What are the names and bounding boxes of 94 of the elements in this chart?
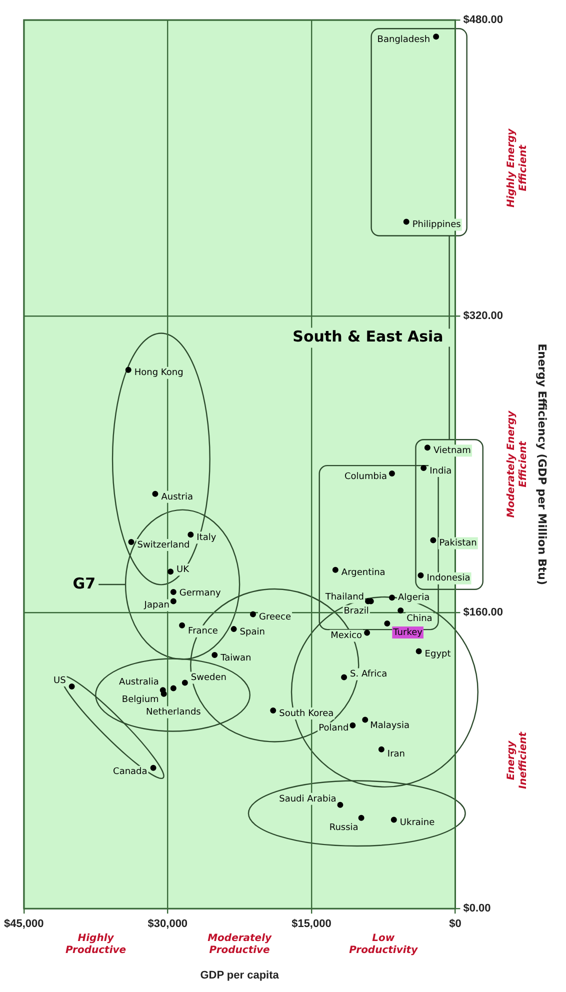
x-tick-label: $0 xyxy=(449,918,462,930)
text: Low Productivity xyxy=(349,933,418,956)
point xyxy=(433,34,440,40)
text: Highly Energy Efficient xyxy=(506,128,529,208)
annotation: Austria xyxy=(161,492,193,502)
annotation: Australia xyxy=(119,677,159,688)
annotation: Mexico xyxy=(330,631,363,642)
y-tick-label: $320.00 xyxy=(463,310,504,322)
point xyxy=(430,537,436,544)
x-axis-title: GDP per capita xyxy=(200,969,280,982)
point xyxy=(250,611,256,618)
annotation: Indonesia xyxy=(426,574,470,584)
point xyxy=(398,608,404,614)
point xyxy=(170,685,176,692)
annotation: Brazil xyxy=(344,606,369,617)
annotation: US xyxy=(53,676,66,686)
annotation: Malaysia xyxy=(370,721,410,732)
point xyxy=(420,465,427,472)
x-tick-label: $30,000 xyxy=(148,918,188,930)
point xyxy=(150,764,156,771)
point xyxy=(337,802,344,808)
point xyxy=(388,594,395,601)
text: Moderately Energy Efficient xyxy=(506,410,529,518)
annotation: Saudi Arabia xyxy=(279,794,336,804)
annotation: Spain xyxy=(240,627,265,638)
point xyxy=(362,716,368,723)
annotation: South Korea xyxy=(279,708,334,719)
annotation: China xyxy=(406,614,432,624)
point xyxy=(416,648,422,654)
annotation: Argentina xyxy=(341,568,386,578)
text: Moderately Productive xyxy=(208,933,272,956)
point xyxy=(152,490,158,497)
annotation: G7 xyxy=(72,574,96,592)
point xyxy=(403,218,410,225)
point xyxy=(358,814,364,821)
annotation: Russia xyxy=(329,823,358,834)
y-tick-label: $0.00 xyxy=(463,902,491,915)
point xyxy=(350,722,356,728)
annotation: Germany xyxy=(179,588,222,598)
annotation: South & East Asia xyxy=(292,328,444,346)
point xyxy=(378,746,384,752)
point xyxy=(125,366,132,373)
annotation: Greece xyxy=(258,612,292,623)
annotation: Egypt xyxy=(424,650,452,660)
point xyxy=(170,598,176,604)
point xyxy=(364,630,370,636)
annotation: Iran xyxy=(387,750,406,760)
text: Highly Productive xyxy=(66,933,126,956)
point xyxy=(179,622,186,628)
annotation: Sweden xyxy=(190,673,226,684)
y-axis-title: Energy Efficiency (GDP per Million Btu) xyxy=(535,344,548,586)
annotation: Poland xyxy=(318,724,349,734)
annotation: India xyxy=(430,466,452,476)
annotation: Canada xyxy=(113,767,148,778)
point xyxy=(182,680,188,686)
point xyxy=(270,708,276,714)
annotation: Turkey xyxy=(392,628,424,638)
annotation: Switzerland xyxy=(137,540,190,550)
point xyxy=(230,626,237,632)
x-tick-label: $15,000 xyxy=(292,918,332,930)
annotation: Taiwan xyxy=(220,653,252,664)
annotation: Algeria xyxy=(398,592,430,603)
point xyxy=(424,444,430,451)
annotation: Ukraine xyxy=(400,818,436,828)
point xyxy=(384,620,390,627)
annotation: Japan xyxy=(143,600,170,611)
annotation: Italy xyxy=(196,532,217,543)
annotation: Columbia xyxy=(344,472,387,482)
point xyxy=(388,470,395,477)
y-tick-label: $480.00 xyxy=(463,14,504,26)
point xyxy=(390,816,397,823)
point xyxy=(168,568,174,575)
point xyxy=(418,572,424,578)
point xyxy=(332,566,338,573)
annotation: France xyxy=(188,626,218,637)
y-tick-label: $160.00 xyxy=(463,606,504,618)
point xyxy=(170,589,176,596)
x-tick-label: $45,000 xyxy=(4,918,44,930)
text: Energy Inefficient xyxy=(506,730,529,790)
annotation: S. Africa xyxy=(350,670,388,680)
annotation: Bangladesh xyxy=(377,35,430,46)
annotation: UK xyxy=(176,565,190,576)
point xyxy=(188,532,194,538)
annotation: Netherlands xyxy=(146,708,202,718)
annotation: Vietnam xyxy=(433,446,471,456)
annotation: Philippines xyxy=(412,220,462,230)
point xyxy=(212,652,218,658)
annotation: Pakistan xyxy=(439,538,477,549)
point xyxy=(341,674,348,680)
annotation: Hong Kong xyxy=(134,368,184,378)
point xyxy=(128,539,134,546)
point xyxy=(68,683,75,690)
annotation: Thailand xyxy=(324,592,364,603)
annotation: Belgium xyxy=(122,695,159,706)
